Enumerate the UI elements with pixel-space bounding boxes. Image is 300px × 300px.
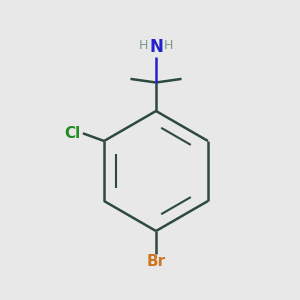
Text: Cl: Cl xyxy=(64,126,80,141)
Text: Br: Br xyxy=(146,254,166,269)
Text: N: N xyxy=(149,38,163,56)
Text: H: H xyxy=(139,39,148,52)
Text: H: H xyxy=(164,39,173,52)
